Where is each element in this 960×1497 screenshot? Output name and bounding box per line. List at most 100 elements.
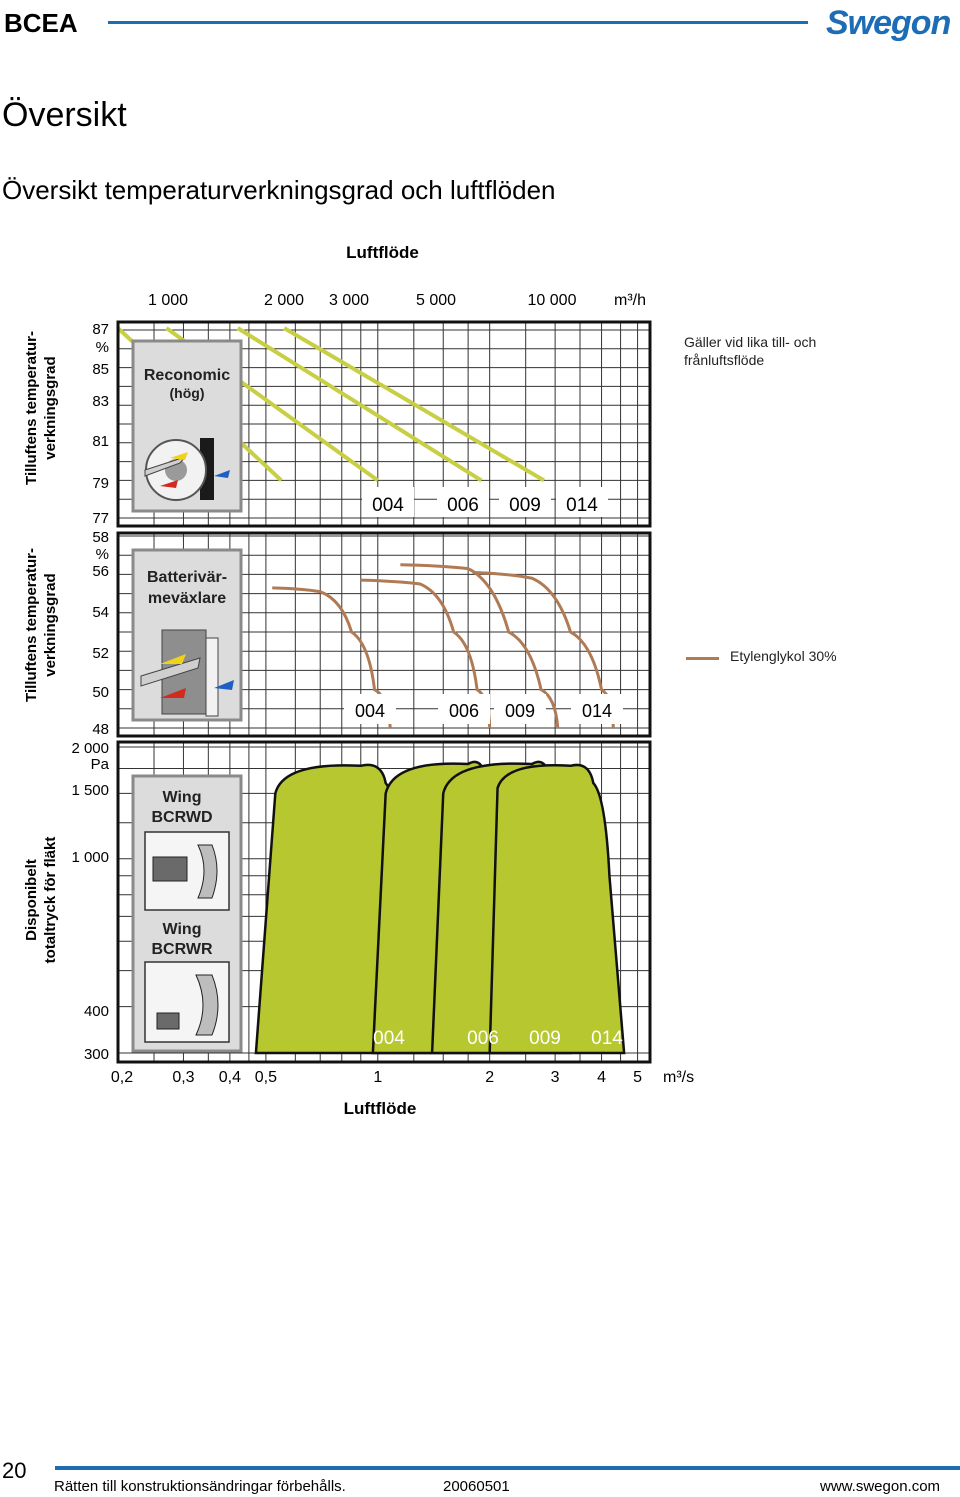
top-tick-label-0: 1 000: [148, 292, 188, 309]
reconomic-label-006: 006: [447, 495, 479, 516]
reconomic-ylabel: Tilluftens temperatur-verkningsgrad: [23, 331, 59, 485]
panel-frame-fan: [116, 740, 652, 1064]
top-axis-unit: m³/h: [614, 292, 646, 309]
batteri-ytick-56: 56: [92, 563, 109, 580]
batteri-ytick-48: 48: [92, 721, 109, 738]
top-axis-label: Luftflöde: [346, 243, 419, 262]
batteri-header-icon: [205, 637, 219, 717]
batteri-label-bg-009: [494, 694, 546, 724]
reconomic-y-unit: %: [96, 339, 109, 356]
fan-label-014: 014: [591, 1028, 623, 1049]
bottom-tick-label-8: 5: [633, 1069, 642, 1086]
reconomic-label-014: 014: [566, 495, 598, 516]
reconomic-label-bg-004: [362, 487, 414, 517]
bottom-tick-label-4: 1: [373, 1069, 382, 1086]
batteri-label-014: 014: [582, 701, 612, 721]
batteri-series-009: [400, 563, 560, 729]
swegon-logo: Swegon: [826, 4, 951, 42]
batteri-ytick-50: 50: [92, 684, 109, 701]
reconomic-label-bg-014: [556, 487, 608, 517]
reconomic-box-title: Reconomic: [144, 367, 230, 384]
batteri-outdoor-arrow-icon: [214, 680, 234, 690]
series-layer: [116, 326, 626, 1055]
bottom-tick-label-2: 0,4: [219, 1069, 241, 1086]
header-rule: [108, 21, 808, 24]
reconomic-label-bg-009: [499, 487, 551, 517]
section-title: Översikt temperaturverkningsgrad och luf…: [2, 175, 556, 205]
bottom-tick-label-5: 2: [485, 1069, 494, 1086]
reconomic-ytick-81: 81: [92, 433, 109, 450]
fan-ytick-1000: 1 000: [71, 849, 109, 866]
batteri-ytick-58: 58: [92, 529, 109, 546]
legend-glycol-label: Etylenglykol 30%: [730, 648, 837, 664]
fan-ylabel: Disponibelt totaltryck för fläkt: [23, 837, 59, 964]
reconomic-ytick-77: 77: [92, 510, 109, 527]
fan-y-unit: Pa: [91, 756, 110, 773]
reconomic-wheel-body: [200, 438, 214, 500]
batteri-supply-arrow-icon: [160, 654, 186, 664]
legend-glycol-swatch: [686, 657, 719, 660]
reconomic-label-bg-006: [437, 487, 489, 517]
reconomic-exhaust-arrow-icon: [160, 480, 178, 488]
reconomic-box-subtitle: (hög): [170, 385, 205, 401]
top-tick-label-4: 10 000: [528, 292, 577, 309]
batteri-ylabel: Tilluftens temperatur-verkningsgrad: [23, 548, 59, 702]
panel-frame-batteri: [116, 531, 652, 738]
bcrwr-motor-icon: [156, 1012, 180, 1030]
bottom-tick-label-7: 4: [597, 1069, 606, 1086]
footer-url: www.swegon.com: [820, 1478, 941, 1495]
reconomic-supply-arrow-icon: [170, 452, 188, 460]
fan-ytick-400: 400: [84, 1003, 109, 1020]
reconomic-ytick-87: 87: [92, 321, 109, 338]
reconomic-ytick-83: 83: [92, 393, 109, 410]
bottom-tick-label-3: 0,5: [255, 1069, 277, 1086]
footer-date: 20060501: [443, 1478, 510, 1495]
footer-rule: [55, 1466, 960, 1470]
batteri-label-006: 006: [449, 701, 479, 721]
fan-label-004: 004: [373, 1028, 405, 1049]
fan-ytick-2000: 2 000: [71, 740, 109, 757]
batteri-ytick-52: 52: [92, 645, 109, 662]
batteri-label-bg-006: [438, 694, 490, 724]
batteri-box-title: Batterivär-meväxlare: [147, 569, 227, 607]
batteri-label-bg-004: [344, 694, 396, 724]
bottom-tick-label-0: 0,2: [111, 1069, 133, 1086]
top-tick-label-1: 2 000: [264, 292, 304, 309]
bcrwd-motor-icon: [152, 856, 188, 882]
page-title: Översikt: [2, 96, 127, 134]
batteri-label-009: 009: [505, 701, 535, 721]
bottom-tick-label-1: 0,3: [172, 1069, 194, 1086]
reconomic-ytick-79: 79: [92, 475, 109, 492]
reconomic-label-009: 009: [509, 495, 541, 516]
fan-label-006: 006: [467, 1028, 499, 1049]
panel-frame-reconomic: [116, 320, 652, 528]
fan-series-014: [488, 763, 626, 1055]
bcrwd-impeller-icon: [197, 844, 218, 899]
footer-rights: Rätten till konstruktionsändringar förbe…: [54, 1478, 346, 1495]
fan-box-title-bcrwd: Wing BCRWD: [151, 789, 212, 826]
page-number: 20: [2, 1458, 27, 1483]
reconomic-label-004: 004: [372, 495, 404, 516]
brand-title: BCEA: [4, 8, 78, 38]
reconomic-duct-icon: [144, 455, 187, 477]
bottom-tick-label-6: 3: [551, 1069, 560, 1086]
batteri-exhaust-arrow-icon: [160, 688, 186, 698]
inset-box-layer: Reconomic(hög) Batterivär-meväxlare Wing BC…: [131, 339, 243, 1053]
top-tick-label-2: 3 000: [329, 292, 369, 309]
fan-ytick-300: 300: [84, 1046, 109, 1063]
batteri-label-bg-014: [571, 694, 623, 724]
bottom-axis-unit: m³/s: [663, 1069, 694, 1086]
fan-ytick-1500: 1 500: [71, 782, 109, 799]
tick-label-layer: 004 006 009 014 004 006 009 014 004 006 009 014 1 00…: [23, 292, 694, 1086]
bottom-axis-label: Luftflöde: [343, 1099, 417, 1118]
batteri-y-unit: %: [96, 546, 109, 563]
reconomic-outdoor-arrow-icon: [214, 470, 230, 478]
batteri-label-004: 004: [355, 701, 385, 721]
reconomic-ytick-85: 85: [92, 361, 109, 378]
reconomic-series-014: [283, 326, 545, 483]
top-tick-label-3: 5 000: [416, 292, 456, 309]
fan-box-title-bcrwr: Wing BCRWR: [151, 921, 212, 958]
batteri-ytick-54: 54: [92, 604, 109, 621]
equal-flow-note: Gäller vid lika till- och frånluftsflöde: [684, 334, 817, 368]
